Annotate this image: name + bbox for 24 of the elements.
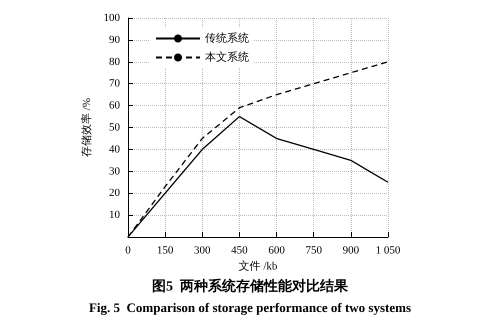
x-tick-label: 0 [125,244,132,256]
text: 图5 两种系统存储性能对比结果 [152,278,349,294]
text: Fig. 5 Comparison of storage performance of two systems [88,300,412,315]
legend-label: 本文系统 [205,50,249,64]
y-tick-label: 30 [109,165,120,178]
x-tick-label: 450 [231,244,248,256]
x-tick-label: 600 [268,244,286,256]
y-tick-label: 100 [104,12,120,24]
y-tick-label: 50 [109,122,120,134]
y-tick-label: 20 [109,187,120,200]
x-axis-title: 文件 /kb [238,259,278,272]
y-tick-label: 60 [109,100,120,112]
y-tick-label: 70 [109,78,120,90]
x-tick-label: 300 [194,244,212,256]
y-tick-label: 80 [109,56,120,68]
y-tick-label: 90 [109,34,120,46]
y-tick-label: 10 [109,209,120,222]
x-tick-label: 150 [156,244,174,256]
y-tick-label: 40 [109,143,120,156]
x-tick-label: 900 [342,244,360,256]
y-axis-title: 存储效率 /% [80,98,94,157]
x-tick-label: 1 050 [376,244,401,256]
x-tick-label: 750 [305,244,322,256]
legend-label: 传统系统 [205,32,249,44]
